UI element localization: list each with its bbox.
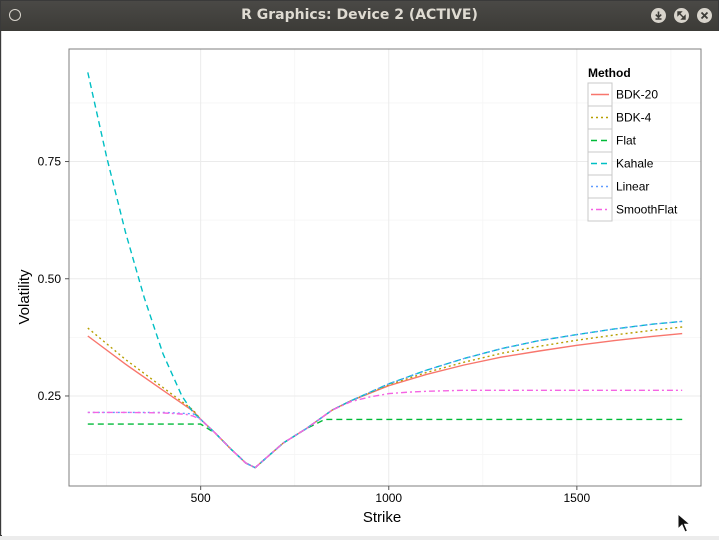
x-tick-label: 1000 [375, 491, 402, 505]
minimize-icon[interactable] [651, 8, 666, 23]
series-layer [87, 72, 683, 469]
legend-label: Flat [616, 134, 637, 148]
x-tick-label: 500 [191, 491, 211, 505]
minor-gridlines [69, 49, 701, 486]
legend-label: Linear [616, 180, 649, 194]
legend-label: Kahale [616, 157, 654, 171]
legend-label: BDK-4 [616, 111, 652, 125]
x-axis-label: Strike [363, 509, 401, 526]
legend: Method BDK-20 BDK-4 Flat Kahale Linear Smooth… [587, 66, 678, 222]
legend-label: SmoothFlat [616, 203, 678, 217]
series-line-linear [87, 320, 683, 469]
line-chart: 500 1000 1500 0.25 0.50 0.75 Strike Volatili… [16, 48, 702, 526]
y-tick-label: 0.25 [38, 389, 62, 403]
panel-border [68, 48, 702, 487]
series-line-smoothflat [87, 389, 683, 469]
mouse-cursor-icon [677, 512, 693, 539]
legend-label: BDK-20 [616, 88, 658, 102]
window-menu-icon[interactable] [9, 9, 21, 21]
series-line-bdk-4 [87, 326, 683, 469]
y-axis-ticks: 0.25 0.50 0.75 [38, 155, 69, 403]
window-title: R Graphics: Device 2 (ACTIVE) [241, 7, 478, 23]
series-line-bdk-20 [87, 332, 683, 469]
y-tick-label: 0.50 [38, 272, 62, 286]
maximize-icon[interactable] [674, 8, 689, 23]
series-line-kahale [87, 72, 683, 469]
close-icon[interactable] [697, 8, 712, 23]
series-line-flat [87, 418, 683, 469]
plot-canvas: 500 1000 1500 0.25 0.50 0.75 Strike Volatili… [2, 31, 719, 536]
title-bar[interactable]: R Graphics: Device 2 (ACTIVE) [1, 1, 718, 31]
x-tick-label: 1500 [564, 491, 591, 505]
y-axis-label: Volatility [16, 269, 33, 325]
x-axis-ticks: 500 1000 1500 [191, 486, 591, 505]
y-tick-label: 0.75 [38, 155, 62, 169]
legend-title: Method [588, 66, 631, 80]
